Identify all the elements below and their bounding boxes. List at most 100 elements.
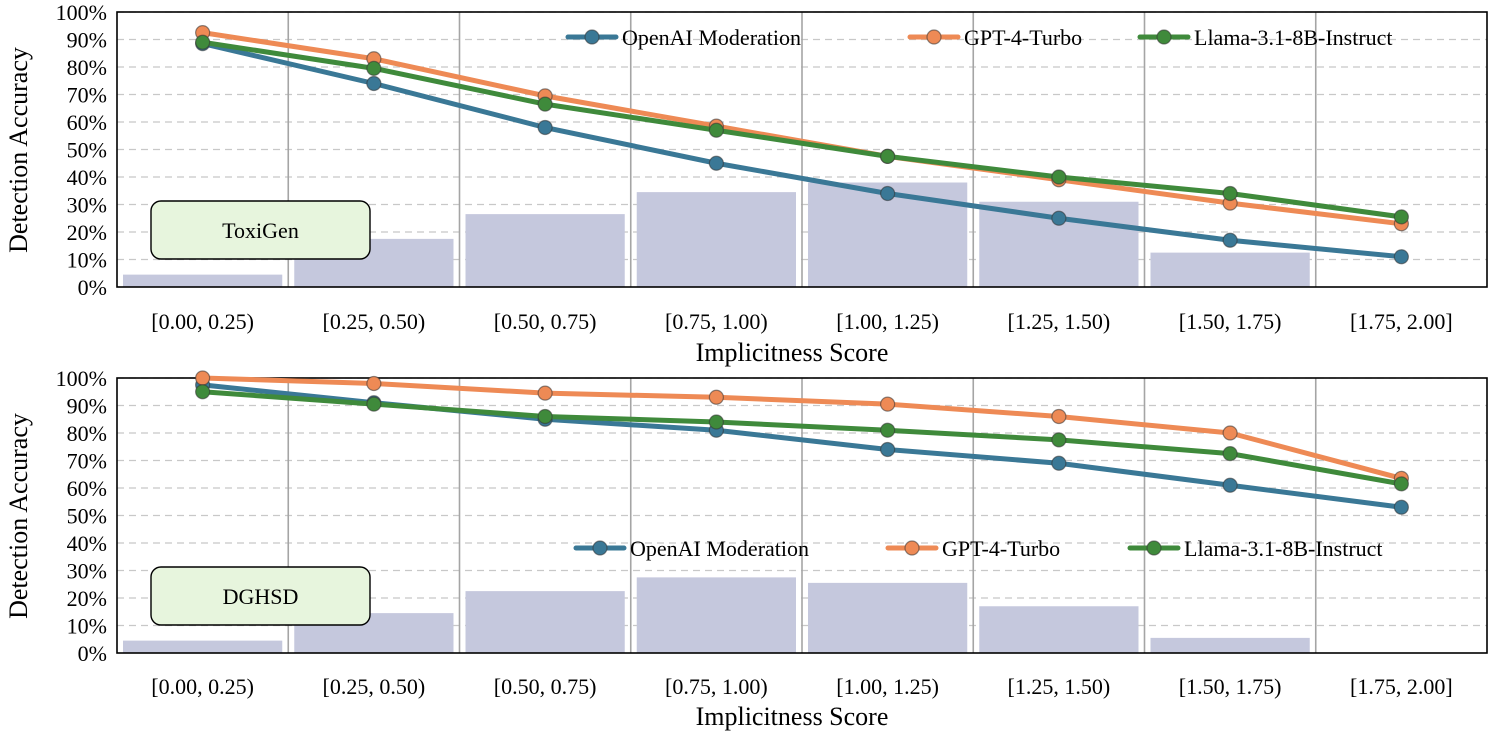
data-point	[1222, 477, 1238, 493]
bar	[123, 274, 283, 287]
data-point	[880, 185, 896, 202]
legend-label: GPT-4-Turbo	[964, 25, 1082, 50]
legend-marker	[1156, 29, 1172, 45]
x-tick-label: [0.75, 1.00)	[665, 674, 768, 699]
dataset-label: DGHSD	[223, 584, 299, 609]
legend-label: OpenAI Moderation	[630, 536, 809, 561]
x-tick-label: [1.50, 1.75)	[1179, 309, 1282, 334]
data-point	[1222, 232, 1238, 248]
data-point	[1051, 408, 1067, 425]
y-tick-label: 30%	[67, 193, 107, 218]
y-tick-label: 20%	[67, 586, 107, 611]
y-tick-label: 10%	[67, 614, 107, 639]
x-tick-label: [1.75, 2.00]	[1350, 309, 1453, 334]
x-axis-title: Implicitness Score	[696, 338, 889, 367]
data-point	[1222, 425, 1238, 441]
y-tick-label: 100%	[56, 366, 107, 391]
y-tick-label: 100%	[56, 0, 107, 25]
data-point	[366, 75, 382, 92]
y-tick-label: 80%	[67, 421, 107, 446]
data-point	[880, 422, 896, 438]
x-tick-label: [1.00, 1.25)	[836, 674, 939, 699]
data-point	[1222, 446, 1238, 462]
y-tick-label: 50%	[67, 504, 107, 529]
legend-label: OpenAI Moderation	[622, 25, 801, 50]
legend-label: Llama-3.1-8B-Instruct	[1184, 536, 1383, 561]
x-tick-label: [1.50, 1.75)	[1179, 674, 1282, 699]
data-point	[1393, 209, 1409, 225]
x-axis-title: Implicitness Score	[696, 702, 889, 731]
y-tick-label: 0%	[78, 641, 107, 666]
data-point	[537, 119, 553, 136]
panel-dghsd: 0%10% 20%30% 40%50% 60%70% 80%90% 100% [0.00, …	[4, 366, 1488, 731]
y-tick-label: 10%	[67, 248, 107, 273]
x-tick-label: [0.50, 0.75)	[494, 674, 597, 699]
bar	[1150, 252, 1310, 287]
dataset-label: ToxiGen	[222, 218, 299, 243]
data-point	[1051, 210, 1067, 226]
y-tick-label: 50%	[67, 138, 107, 163]
data-point	[708, 414, 724, 430]
data-point	[1393, 476, 1409, 492]
data-point	[537, 385, 553, 401]
series-line	[200, 389, 1404, 487]
data-point	[1051, 169, 1067, 185]
bar	[465, 591, 625, 653]
x-tick-label: [0.75, 1.00)	[665, 309, 768, 334]
series-line	[200, 39, 1404, 220]
y-tick-label: 40%	[67, 531, 107, 556]
data-point	[1051, 455, 1067, 471]
x-tick-label: [0.25, 0.50)	[323, 674, 426, 699]
y-axis-title: Detection Accuracy	[4, 413, 33, 619]
data-point	[880, 441, 896, 458]
y-tick-label: 90%	[67, 28, 107, 53]
y-tick-label: 80%	[67, 55, 107, 80]
data-point	[195, 370, 211, 386]
bar	[808, 582, 968, 653]
legend-label: Llama-3.1-8B-Instruct	[1194, 25, 1393, 50]
legend-marker	[584, 29, 600, 45]
data-point	[708, 122, 724, 138]
data-point	[1393, 249, 1409, 265]
dataset-label-box	[150, 566, 371, 626]
y-tick-label: 0%	[78, 275, 107, 300]
legend-marker	[926, 29, 942, 45]
panel-toxigen: 0%10% 20%30% 40%50% 60%70% 80%90% 100% [0.00, …	[4, 0, 1488, 367]
data-point	[366, 375, 382, 392]
legend-marker	[904, 540, 920, 556]
y-tick-label: 30%	[67, 559, 107, 584]
y-tick-label: 60%	[67, 110, 107, 135]
legend-marker	[1146, 540, 1162, 556]
series-line	[200, 375, 1404, 481]
bar	[123, 640, 283, 653]
bar	[465, 214, 625, 287]
data-point	[537, 96, 553, 112]
data-point	[880, 396, 896, 412]
data-point	[880, 148, 896, 164]
x-tick-label: [0.00, 0.25)	[151, 674, 254, 699]
y-tick-label: 40%	[67, 165, 107, 190]
y-axis-title: Detection Accuracy	[4, 47, 33, 253]
legend-marker	[592, 540, 608, 556]
data-point	[195, 384, 211, 400]
legend-label: GPT-4-Turbo	[942, 536, 1060, 561]
data-point	[708, 389, 724, 405]
bar	[636, 192, 796, 287]
dataset-label-box	[150, 200, 371, 260]
bar	[636, 577, 796, 653]
x-tick-label: [1.00, 1.25)	[836, 309, 939, 334]
y-tick-label: 20%	[67, 220, 107, 245]
y-tick-label: 60%	[67, 476, 107, 501]
x-tick-label: [1.75, 2.00]	[1350, 674, 1453, 699]
data-point	[195, 34, 211, 50]
bar	[1150, 637, 1310, 653]
series-line	[200, 41, 1404, 260]
x-tick-label: [0.25, 0.50)	[323, 309, 426, 334]
y-tick-label: 70%	[67, 83, 107, 108]
x-tick-label: [0.00, 0.25)	[151, 309, 254, 334]
data-point	[366, 60, 382, 76]
x-tick-label: [0.50, 0.75)	[494, 309, 597, 334]
plot-frame	[116, 377, 1488, 654]
x-tick-label: [1.25, 1.50)	[1008, 674, 1111, 699]
